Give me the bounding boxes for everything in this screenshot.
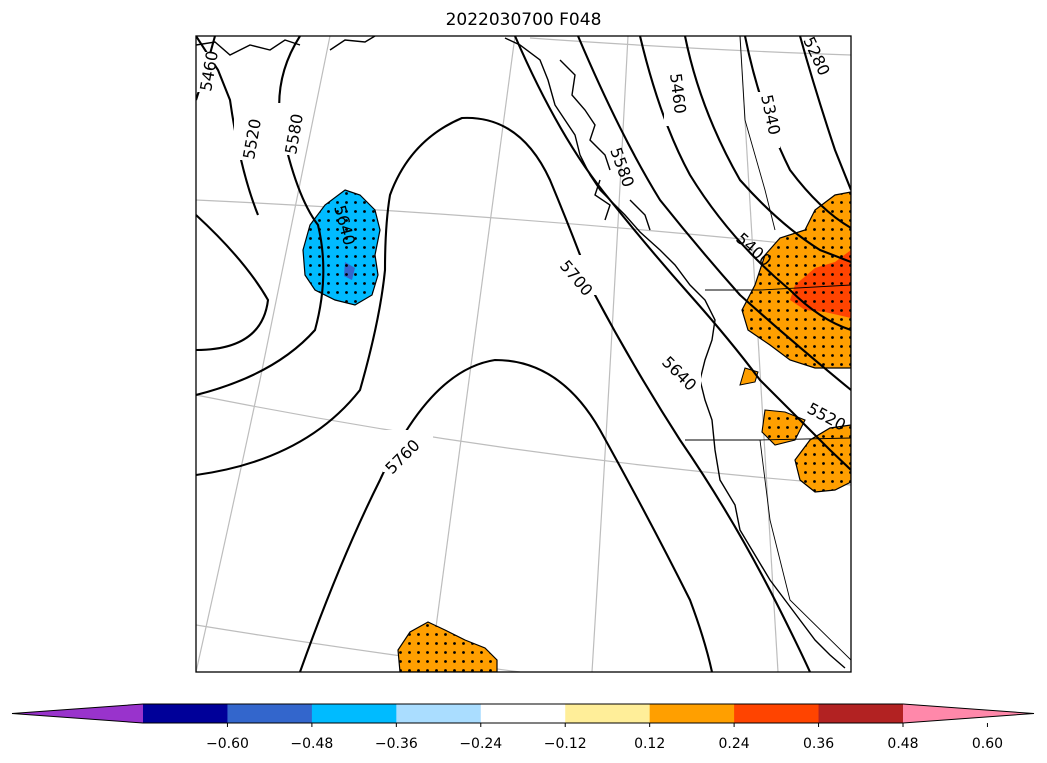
shaded-regions bbox=[302, 189, 851, 672]
colorbar-extend-min bbox=[12, 704, 143, 723]
colorbar-tick-label: −0.24 bbox=[459, 736, 502, 752]
colorbar-tick-label: −0.12 bbox=[544, 736, 587, 752]
colorbar-tick-label: 0.36 bbox=[803, 736, 834, 752]
colorbar-segment bbox=[480, 704, 566, 723]
colorbar-tick-label: 0.12 bbox=[634, 736, 665, 752]
colorbar-segment bbox=[227, 704, 313, 723]
colorbar-segment bbox=[311, 704, 397, 723]
contour-label: 5460 bbox=[666, 72, 690, 115]
colorbar-segment bbox=[565, 704, 651, 723]
colorbar-tick-label: −0.60 bbox=[206, 736, 249, 752]
colorbar-tick-label: 0.60 bbox=[972, 736, 1003, 752]
colorbar-segment bbox=[734, 704, 820, 723]
colorbar-tick-label: −0.36 bbox=[375, 736, 418, 752]
colorbar-tick-label: 0.24 bbox=[719, 736, 750, 752]
colorbar-tick-label: −0.48 bbox=[290, 736, 333, 752]
map-title: 2022030700 F048 bbox=[445, 10, 602, 30]
coastlines bbox=[196, 36, 846, 669]
colorbar-segment bbox=[396, 704, 482, 723]
height-contours bbox=[196, 36, 851, 672]
colorbar-tick-label: 0.48 bbox=[887, 736, 918, 752]
colorbar-outline bbox=[11, 703, 1035, 724]
map-frame bbox=[195, 35, 852, 673]
colorbar-extend-max bbox=[903, 704, 1034, 723]
colorbar-segment bbox=[818, 704, 904, 723]
colorbar-segment bbox=[649, 704, 735, 723]
colorbar-segment bbox=[143, 704, 228, 723]
